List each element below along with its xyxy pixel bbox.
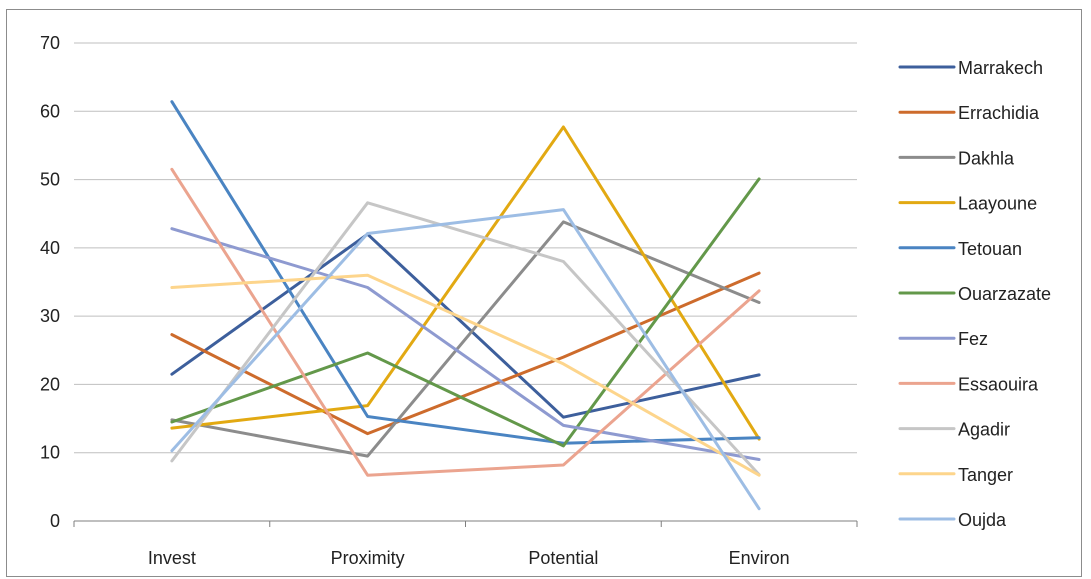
legend-label-errachidia: Errachidia <box>958 103 1040 123</box>
legend-label-fez: Fez <box>958 329 988 349</box>
series-line-marrakech <box>170 232 761 419</box>
y-tick-label: 50 <box>40 170 60 190</box>
series-line-fez <box>170 227 761 461</box>
series-line-agadir <box>170 201 761 477</box>
legend-label-oujda: Oujda <box>958 510 1007 530</box>
legend-label-agadir: Agadir <box>958 420 1010 440</box>
legend-label-dakhla: Dakhla <box>958 148 1015 168</box>
legend-label-tetouan: Tetouan <box>958 239 1022 259</box>
x-tick-label: Potential <box>528 548 598 568</box>
y-tick-label: 70 <box>40 33 60 53</box>
series-line-essaouira <box>170 167 761 477</box>
y-tick-label: 0 <box>50 511 60 531</box>
y-axis: 0 10 20 30 40 50 60 70 <box>40 33 60 531</box>
series-lines <box>170 100 761 511</box>
x-tick-label: Environ <box>729 548 790 568</box>
y-tick-label: 30 <box>40 306 60 326</box>
y-tick-label: 10 <box>40 443 60 463</box>
series-line-oujda <box>170 208 761 511</box>
x-tick-label: Proximity <box>331 548 405 568</box>
series-line-laayoune <box>170 125 761 441</box>
series-line-dakhla <box>170 220 761 458</box>
y-tick-label: 40 <box>40 238 60 258</box>
legend-label-ouarzazate: Ouarzazate <box>958 284 1051 304</box>
x-tick-label: Invest <box>148 548 196 568</box>
x-axis: Invest Proximity Potential Environ <box>73 521 858 568</box>
legend-label-tanger: Tanger <box>958 465 1013 485</box>
legend-label-marrakech: Marrakech <box>958 58 1043 78</box>
legend-label-essaouira: Essaouira <box>958 374 1039 394</box>
legend: Marrakech Errachidia Dakhla Laayoune Tetouan… <box>898 58 1051 530</box>
y-tick-label: 20 <box>40 374 60 394</box>
legend-label-laayoune: Laayoune <box>958 194 1037 214</box>
series-line-tanger <box>170 273 761 477</box>
y-tick-label: 60 <box>40 101 60 121</box>
series-line-errachidia <box>170 271 761 436</box>
series-line-ouarzazate <box>170 177 761 448</box>
